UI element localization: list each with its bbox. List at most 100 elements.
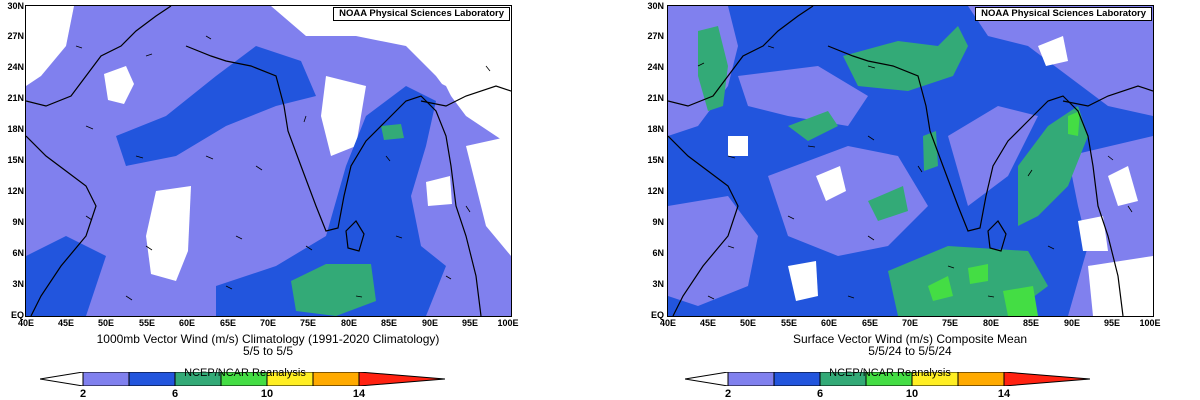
calm-region [466,136,511,256]
wind-band-2-6 [738,66,868,126]
lon-tick: 70E [259,318,277,328]
lat-tick: 27N [7,31,24,41]
wind-band-10-12 [1068,111,1080,136]
colorbar-high-arrow [1003,372,1090,386]
calm-region [321,76,366,156]
lon-tick: 40E [17,318,35,328]
lon-tick: 95E [461,318,479,328]
left-map-panel: NOAA Physical Sciences Laboratory EQ 3N … [7,1,518,400]
colorbar-swatch [773,372,821,386]
colorbar-low-arrow [40,372,84,386]
wind-band-2-6 [948,106,1038,206]
colorbar-label: 14 [352,388,366,400]
colorbar-high-arrow [358,372,445,386]
wind-band-8-10 [843,26,968,91]
calm-region [1078,216,1108,251]
calm-region [1108,166,1138,206]
calm-region [271,6,511,146]
date-range: 5/5/24 to 5/5/24 [868,344,952,358]
colorbar-label: 10 [260,388,274,400]
lon-tick: 60E [820,318,838,328]
wind-vectors [75,35,491,301]
credit-label: NOAA Physical Sciences Laboratory [975,7,1152,21]
colorbar-label: 10 [905,388,919,400]
calm-region [788,261,818,301]
lon-tick: 50E [97,318,115,328]
date-range: 5/5 to 5/5 [242,344,294,358]
lon-tick: 65E [861,318,879,328]
calm-region [728,136,748,156]
lat-tick: 30N [7,1,24,11]
wind-band-10-12 [968,264,988,284]
lon-tick: 40E [659,318,677,328]
lon-tick: 85E [1022,318,1040,328]
colorbar-low-arrow [685,372,729,386]
colorbar-label: 14 [997,388,1011,400]
lon-tick: 80E [982,318,1000,328]
lat-tick: 3N [652,279,664,289]
lon-tick: 100E [1139,318,1161,328]
map-title: Surface Vector Wind (m/s) Composite Mean [792,332,1028,346]
wind-band-6-8 [216,86,446,316]
colorbar-swatch [957,372,1005,386]
lat-tick: 6N [12,248,24,258]
wind-band-2-6 [668,196,758,306]
lat-tick: 15N [7,155,24,165]
data-source: NCEP/NCAR Reanalysis [184,367,306,379]
lon-tick: 80E [340,318,358,328]
lon-tick: 90E [1063,318,1081,328]
calm-region [26,6,74,86]
right-map-svg [668,6,1153,316]
colorbar-label: 6 [816,388,824,400]
lat-tick: 9N [12,217,24,227]
wind-band-6-8 [26,236,106,316]
wind-band-2-6 [768,146,928,256]
wind-vectors [697,45,1133,300]
colorbar-swatch [727,372,775,386]
lat-tick: 6N [652,248,664,258]
lon-tick: 55E [138,318,156,328]
lon-tick: 95E [1103,318,1121,328]
calm-region [1088,256,1153,316]
lon-tick: 45E [699,318,717,328]
lat-tick: 21N [647,93,664,103]
colorbar-swatch [82,372,130,386]
colorbar-swatch [312,372,360,386]
data-source: NCEP/NCAR Reanalysis [829,367,951,379]
wind-band-8-10 [868,186,908,221]
left-map-svg [26,6,511,316]
coastlines [26,6,511,316]
lat-tick: 27N [647,31,664,41]
wind-band-8-10 [923,131,938,171]
right-wind-map: NOAA Physical Sciences Laboratory [667,5,1154,317]
calm-region [1038,36,1068,66]
calm-region [426,176,452,206]
wind-band-10-12 [928,276,953,301]
wind-band-8-10 [698,26,728,111]
lat-tick: EQ [10,310,24,320]
lat-tick: 9N [652,217,664,227]
lat-tick: 18N [647,124,664,134]
lat-tick: EQ [650,310,664,320]
lat-tick: 18N [7,124,24,134]
lon-tick: 75E [941,318,959,328]
lon-tick: 90E [421,318,439,328]
lon-tick: 75E [299,318,317,328]
lon-tick: 65E [219,318,237,328]
lat-tick: 24N [7,62,24,72]
colorbar-swatch [128,372,176,386]
colorbar-label: 2 [724,388,732,400]
wind-band-8-10 [1018,106,1088,226]
lat-tick: 3N [12,279,24,289]
lon-tick: 60E [178,318,196,328]
wind-band-8-10 [381,124,404,140]
lon-tick: 85E [380,318,398,328]
lat-tick: 21N [7,93,24,103]
lon-tick: 70E [901,318,919,328]
calm-region [104,66,134,104]
colorbar-label: 6 [171,388,179,400]
colorbar [40,372,445,386]
lon-tick: 50E [739,318,757,328]
lat-tick: 15N [647,155,664,165]
colorbar [685,372,1090,386]
